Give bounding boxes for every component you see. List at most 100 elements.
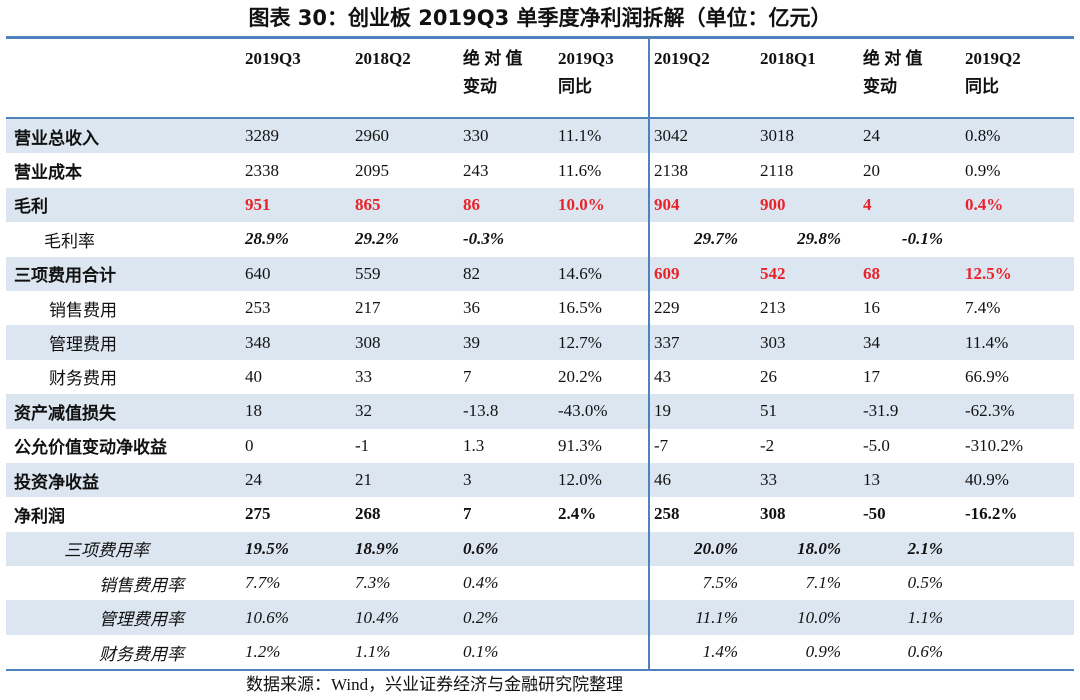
header-line: 2019Q3 <box>245 49 301 68</box>
cell <box>554 635 649 670</box>
cell: -43.0% <box>554 394 649 429</box>
cell: 11.1% <box>648 600 756 635</box>
cell: 32 <box>351 394 459 429</box>
cell: 11.6% <box>558 160 602 180</box>
row-label: 销售费用率 <box>99 575 184 596</box>
cell: 39 <box>459 325 554 360</box>
cell: 66.9% <box>965 366 1009 386</box>
cell: -50 <box>863 504 886 524</box>
cell: 40 <box>245 366 262 386</box>
table-row: 公允价值变动净收益 0 -1 1.3 91.3% -7 -2 -5.0 -310.2% <box>6 428 1074 463</box>
cell <box>961 531 1074 567</box>
cell: 16.5% <box>558 298 602 318</box>
cell: 0.2% <box>459 600 554 635</box>
cell: 2118 <box>760 160 794 180</box>
cell: 91.3% <box>558 435 602 455</box>
source: 数据来源：Wind，兴业证券经济与金融研究院整理 <box>246 675 624 694</box>
cell: -310.2% <box>965 435 1024 455</box>
table-row: 三项费用率 19.5% 18.9% 0.6% 20.0% 18.0% 2.1% <box>6 531 1074 567</box>
cell: -0.1% <box>901 229 943 249</box>
cell: 20 <box>863 160 880 180</box>
header-line: 2019Q2 <box>654 49 710 68</box>
cell: 0.9% <box>805 642 841 662</box>
table-row: 资产减值损失 18 32 -13.8 -43.0% 19 51 -31.9 -62.3% <box>6 394 1074 429</box>
row-label: 投资净收益 <box>6 462 241 498</box>
cell <box>554 531 649 567</box>
cell: 253 <box>245 298 271 318</box>
column-header: 绝 对 值变动 <box>859 37 961 119</box>
cell: 1.2% <box>245 642 281 662</box>
cell: 0.4% <box>961 187 1074 223</box>
row-label: 营业成本 <box>14 163 82 184</box>
cell: 7 <box>463 366 472 386</box>
cell: 33 <box>756 462 859 498</box>
cell: 7.1% <box>805 573 841 593</box>
cell: 24 <box>241 462 351 498</box>
table-row: 销售费用 253 217 36 16.5% 229 213 16 7.4% <box>6 290 1074 326</box>
table-row: 净利润 275 268 7 2.4% 258 308 -50 -16.2% <box>6 497 1074 532</box>
cell: 51 <box>756 394 859 429</box>
cell: 68 <box>859 256 961 291</box>
row-label: 毛利率 <box>44 231 95 252</box>
cell: 21 <box>351 462 459 498</box>
cell: 217 <box>355 298 381 318</box>
cell: 7 <box>463 504 472 524</box>
cell: 29.7% <box>648 222 756 257</box>
row-label: 管理费用 <box>6 325 241 360</box>
cell: 3018 <box>756 118 859 154</box>
cell: 29.8% <box>797 229 841 249</box>
cell: 213 <box>760 298 786 318</box>
cell: 10.0% <box>756 600 859 635</box>
cell: -13.8 <box>459 394 554 429</box>
table-row: 营业成本 2338 2095 243 11.6% 2138 2118 20 0.9% <box>6 153 1074 188</box>
cell: 2960 <box>351 118 459 154</box>
cell: 0.6% <box>907 642 943 662</box>
cell: 951 <box>241 187 351 223</box>
cell: -1 <box>355 435 370 455</box>
cell: 28.9% <box>245 229 289 249</box>
cell: 303 <box>756 325 859 360</box>
cell: 1.4% <box>648 634 756 671</box>
cell: 2338 <box>245 160 279 180</box>
header-line: 变动 <box>863 77 897 96</box>
cell: 24 <box>859 118 961 154</box>
header-line: 2018Q1 <box>760 49 816 68</box>
cell: 20.2% <box>558 366 602 386</box>
cell: 258 <box>648 497 756 532</box>
cell: 3289 <box>241 118 351 154</box>
cell: 559 <box>351 256 459 291</box>
column-header: 2019Q2 <box>648 37 756 119</box>
row-label: 净利润 <box>14 506 65 527</box>
column-header: 2019Q3 <box>241 37 351 119</box>
cell: 229 <box>648 290 756 326</box>
cell: 1.1% <box>355 642 391 662</box>
cell: 7.7% <box>245 573 281 593</box>
cell: 865 <box>351 187 459 223</box>
header-line: 同比 <box>558 77 592 96</box>
row-label: 毛利 <box>6 187 241 223</box>
cell: 7.3% <box>355 573 391 593</box>
cell: 308 <box>760 504 786 524</box>
header-line: 2019Q3 <box>558 49 614 68</box>
cell: 2095 <box>355 160 389 180</box>
table-row: 财务费用率 1.2% 1.1% 0.1% 1.4% 0.9% 0.6% <box>6 634 1074 671</box>
cell: 7.4% <box>965 298 1001 318</box>
cell: 337 <box>648 325 756 360</box>
cell: 2.1% <box>859 531 961 567</box>
cell <box>961 222 1074 256</box>
header-line: 绝 对 值 <box>463 49 523 68</box>
cell: 0.8% <box>961 118 1074 154</box>
column-header: 绝 对 值变动 <box>459 37 554 119</box>
header-line: 变动 <box>463 77 497 96</box>
cell: 7.5% <box>648 566 756 601</box>
row-label: 销售费用 <box>49 300 117 321</box>
row-label: 财务费用率 <box>99 644 184 665</box>
cell: 0.9% <box>965 160 1001 180</box>
table-row: 营业总收入 3289 2960 330 11.1% 3042 3018 24 0.8% <box>6 118 1074 154</box>
cell <box>961 635 1074 670</box>
table: 2019Q3 2018Q2 绝 对 值变动 2019Q3 同比 2019Q2 2018Q1 绝… <box>6 36 1074 672</box>
cell: 900 <box>756 187 859 223</box>
header-line: 2019Q2 <box>965 49 1021 68</box>
cell: 29.2% <box>355 229 399 249</box>
